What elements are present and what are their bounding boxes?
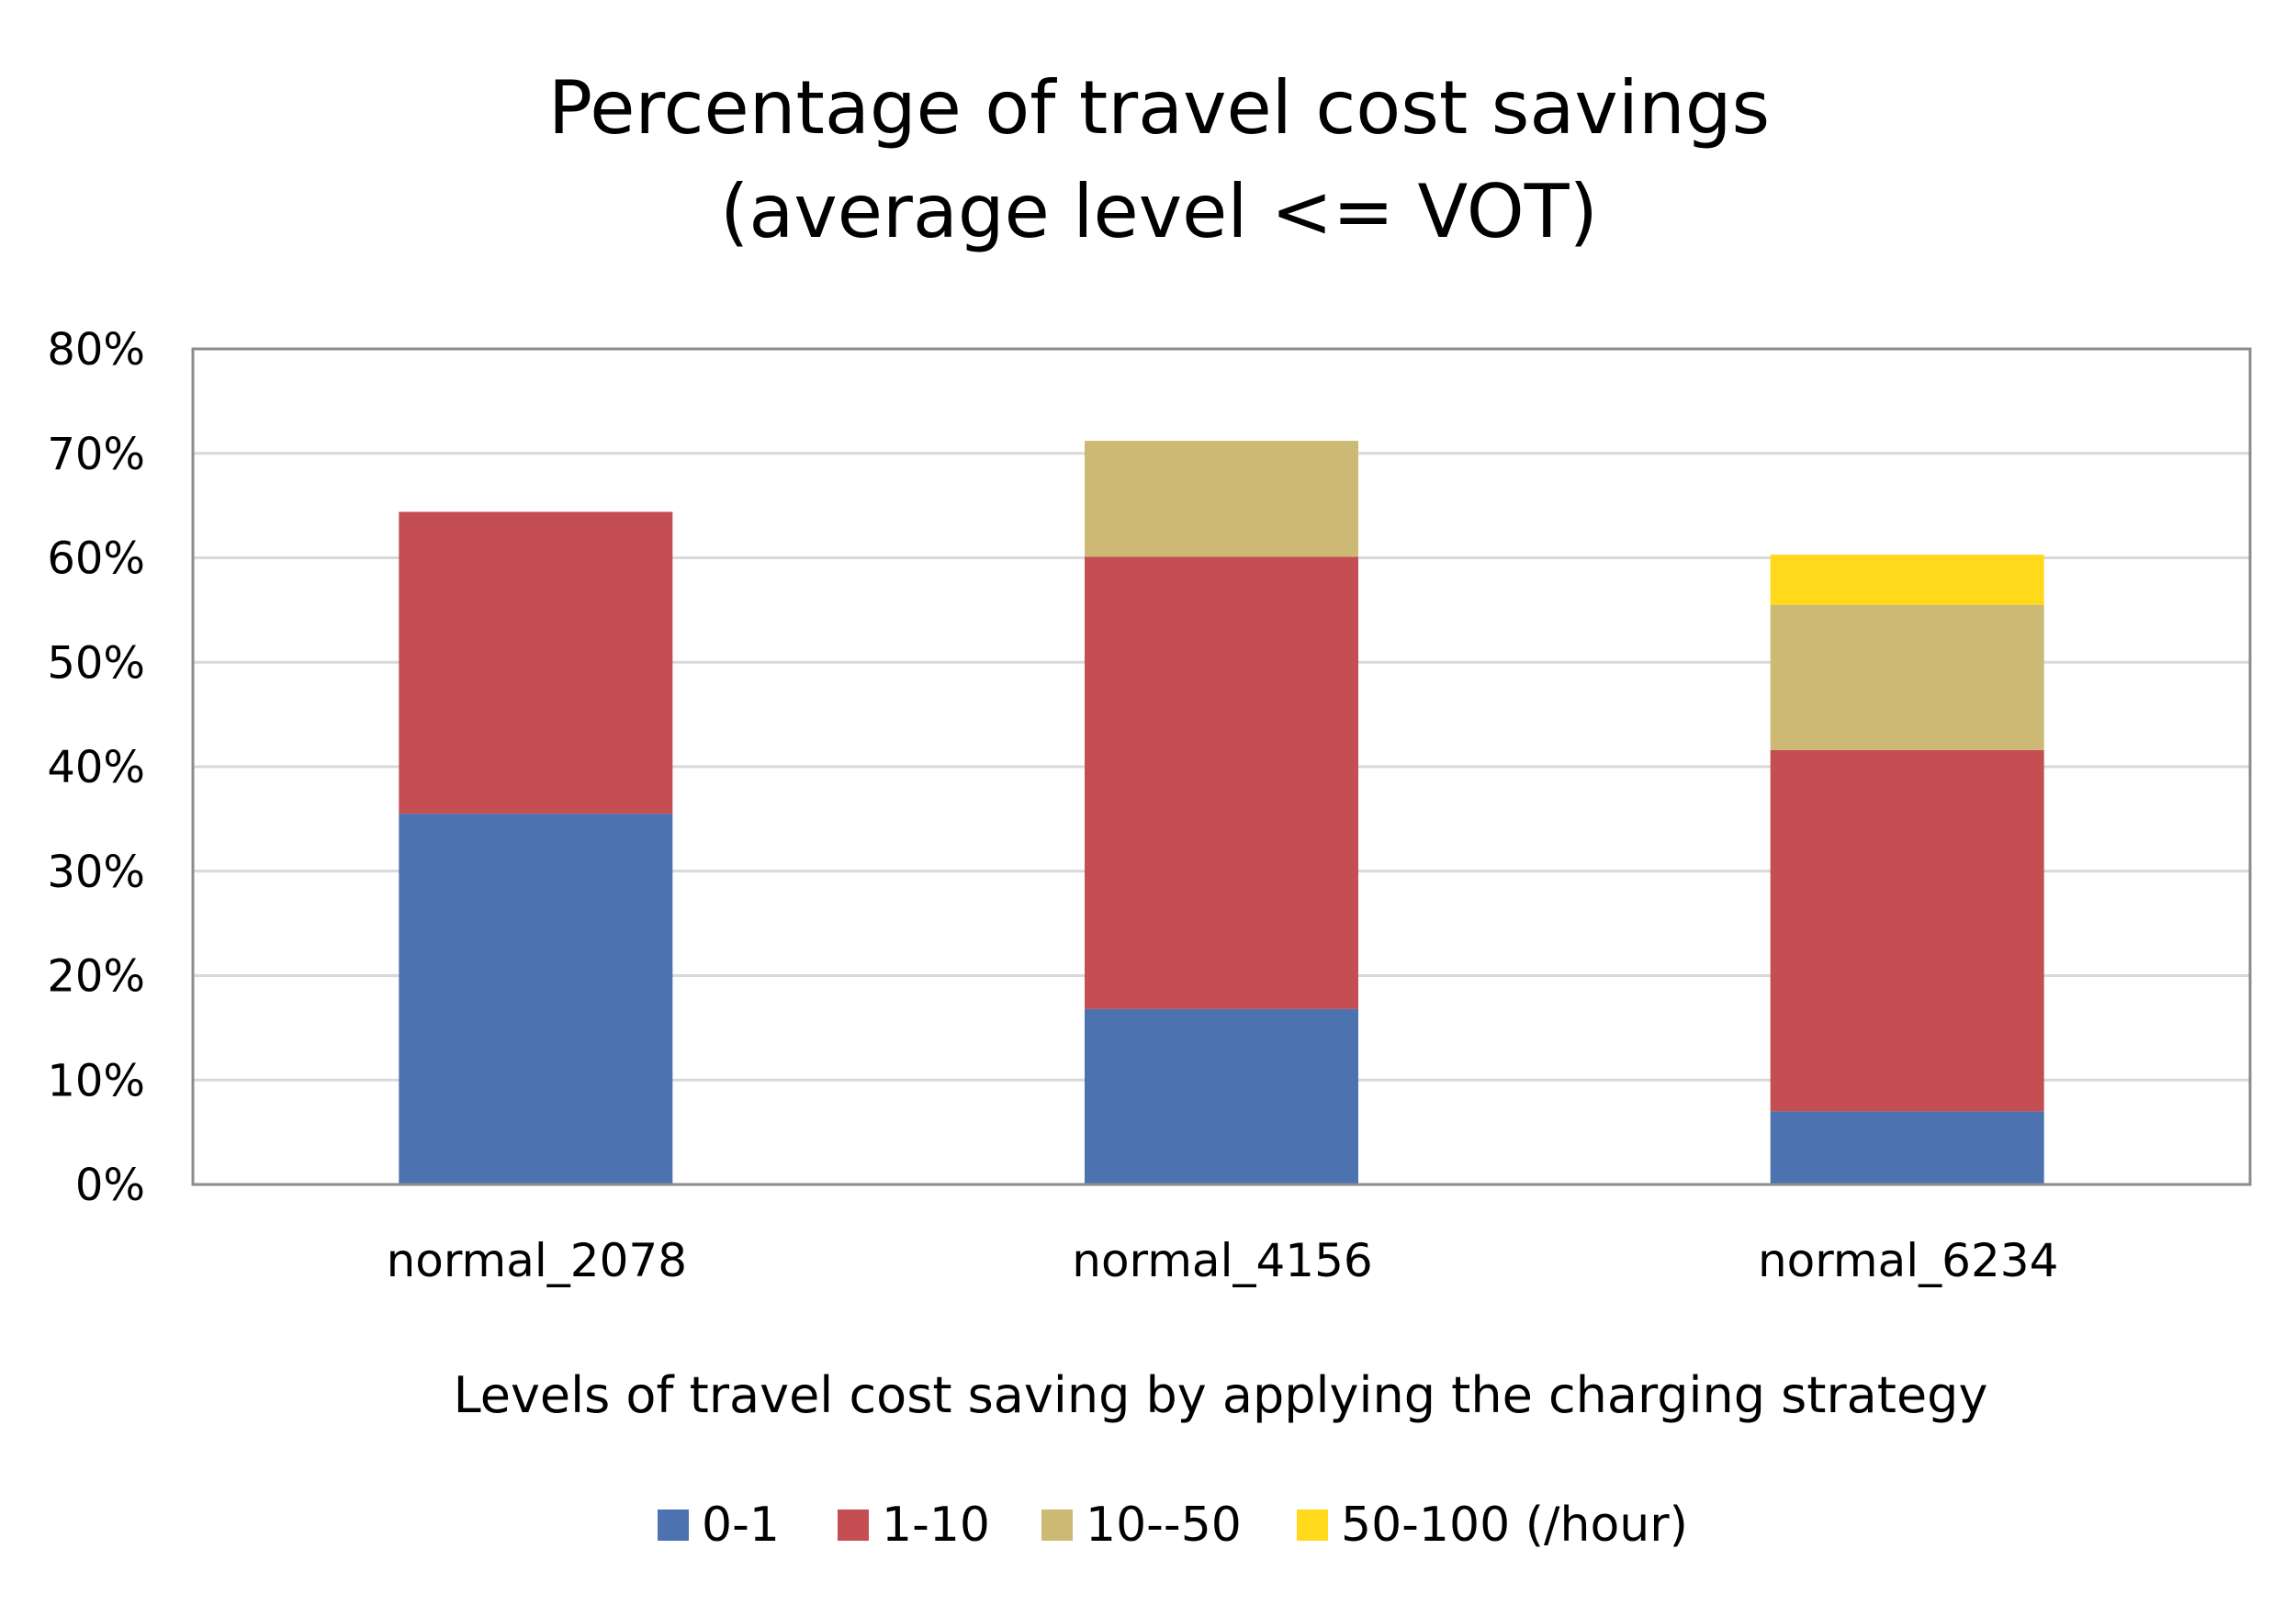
- x-category-label: normal_6234: [1758, 1234, 2058, 1287]
- legend-swatch: [1041, 1510, 1073, 1541]
- x-axis-categories: normal_2078 normal_4156 normal_6234: [387, 1234, 2059, 1287]
- legend-swatch: [838, 1510, 869, 1541]
- y-tick-label: 80%: [47, 324, 145, 376]
- y-tick-label: 60%: [47, 533, 145, 585]
- bar-segment-normal_2078-1-10: [399, 511, 673, 814]
- bar-segment-normal_6234-1-10: [1770, 749, 2044, 1112]
- bar-segment-normal_6234-50-100-hour-: [1770, 555, 2044, 605]
- bar-segment-normal_4156-10-50: [1085, 441, 1358, 557]
- x-category-label: normal_4156: [1072, 1234, 1372, 1287]
- legend-label: 10--50: [1086, 1498, 1242, 1553]
- legend-label: 1-10: [882, 1498, 990, 1553]
- bars: [399, 441, 2044, 1184]
- y-tick-label: 10%: [47, 1055, 145, 1106]
- legend-swatch: [1297, 1510, 1328, 1541]
- y-tick-label: 70%: [47, 429, 145, 480]
- bar-segment-normal_6234-0-1: [1770, 1111, 2044, 1184]
- bar-segment-normal_4156-1-10: [1085, 556, 1358, 1009]
- y-tick-label: 40%: [47, 742, 145, 793]
- plot-area-frame: [191, 347, 2252, 1186]
- legend: 0-1 1-10 10--50 50-100 (/hour): [658, 1498, 1688, 1553]
- bar-segment-normal_6234-10-50: [1770, 604, 2044, 750]
- y-tick-label: 20%: [47, 951, 145, 1003]
- legend-label: 50-100 (/hour): [1341, 1498, 1688, 1553]
- legend-swatch: [658, 1510, 689, 1541]
- chart-title: Percentage of travel cost savings: [548, 65, 1770, 151]
- bar-segment-normal_4156-0-1: [1085, 1008, 1358, 1184]
- y-axis-ticks: 0% 10% 20% 30% 40% 50% 60% 70% 80%: [47, 324, 145, 1211]
- y-tick-label: 50%: [47, 637, 145, 689]
- x-category-label: normal_2078: [387, 1234, 687, 1287]
- chart-subtitle: (average level <= VOT): [720, 169, 1598, 254]
- y-tick-label: 0%: [75, 1160, 145, 1211]
- y-tick-label: 30%: [47, 847, 145, 898]
- x-axis-label: Levels of travel cost saving by applying…: [454, 1366, 1988, 1424]
- bar-segment-normal_2078-0-1: [399, 814, 673, 1184]
- legend-label: 0-1: [702, 1498, 780, 1553]
